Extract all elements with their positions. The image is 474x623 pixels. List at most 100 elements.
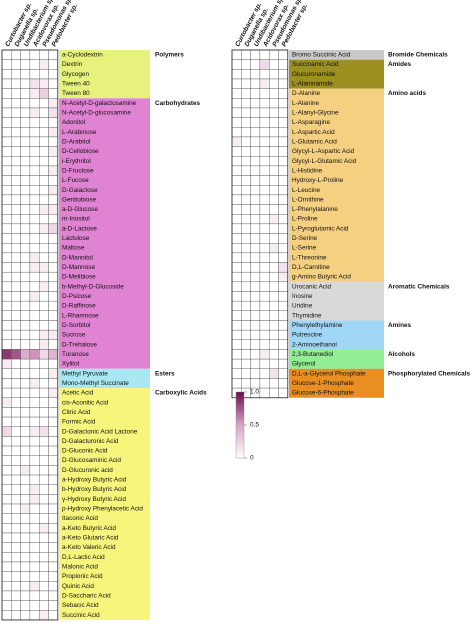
colorbar-tick-label: 0 (250, 455, 254, 462)
heat-cell (241, 127, 251, 138)
heat-cell (48, 59, 59, 70)
heat-cell (1, 503, 12, 514)
heat-cell (29, 387, 40, 398)
heat-cell (29, 98, 40, 109)
heat-cell (250, 233, 261, 244)
heat-cell (48, 175, 59, 186)
heat-cell (39, 397, 49, 408)
heat-cell (39, 465, 49, 476)
heat-cell (20, 252, 31, 263)
heat-cell (48, 436, 59, 447)
group-label: Alcohols (388, 351, 415, 358)
row-label: a-Hydroxy Butyric Acid (62, 477, 127, 484)
row-label: D,L-Lactic Acid (62, 554, 105, 561)
heat-cell (29, 358, 40, 369)
heat-cell (48, 445, 59, 456)
heat-cell (269, 69, 279, 80)
heat-cell (231, 233, 242, 244)
heat-cell (11, 300, 21, 312)
heat-cell (11, 156, 21, 167)
heat-cell (278, 291, 289, 302)
heat-cell (39, 378, 49, 389)
heat-cell (278, 242, 289, 254)
heat-cell (241, 194, 251, 205)
heat-cell (48, 561, 59, 572)
heat-cell (231, 252, 242, 263)
heat-cell (259, 310, 270, 321)
heat-cell (241, 223, 251, 234)
heat-cell (250, 127, 261, 138)
heat-cell (11, 445, 21, 456)
heat-cell (250, 117, 261, 128)
heat-cell (20, 610, 31, 621)
heat-cell (1, 291, 12, 302)
heat-cell (250, 291, 261, 302)
heat-cell (241, 146, 251, 157)
heat-cell (29, 474, 40, 485)
heat-cell (39, 310, 49, 321)
heat-cell (259, 165, 270, 176)
heat-cell (231, 59, 242, 70)
heat-cell (1, 271, 12, 283)
heat-cell (278, 107, 289, 118)
heat-cell (29, 552, 40, 563)
heat-cell (29, 233, 40, 244)
heat-cell (29, 59, 40, 70)
row-label: Glucuronamide (292, 71, 336, 78)
heat-cell (11, 503, 21, 514)
heat-cell (11, 214, 21, 225)
heat-cell (11, 581, 21, 592)
heat-cell (11, 532, 21, 543)
heat-cell (39, 156, 49, 167)
heat-cell (29, 252, 40, 263)
heat-cell (29, 223, 40, 234)
heat-cell (20, 107, 31, 118)
heat-cell (259, 252, 270, 263)
heat-cell (1, 88, 12, 99)
heat-cell (20, 223, 31, 234)
heat-cell (231, 88, 242, 99)
row-label: L-Glutamic Acid (292, 138, 337, 145)
heat-cell (39, 107, 49, 118)
heat-cell (278, 204, 289, 215)
heat-cell (269, 281, 279, 292)
row-label: Mono-Methyl Succinate (62, 380, 129, 387)
heat-cell (1, 78, 12, 89)
heat-cell (269, 349, 279, 360)
heat-cell (11, 378, 21, 389)
row-label: Glycyl-L-Glutamic Acid (292, 158, 357, 165)
heat-cell (39, 503, 49, 514)
heat-cell (259, 223, 270, 234)
heat-cell (259, 368, 270, 379)
heat-cell (269, 378, 279, 389)
heat-cell (1, 233, 12, 244)
row-label: b-Hydroxy Butyric Acid (62, 486, 127, 493)
heat-cell (259, 281, 270, 292)
row-label: Bromo Succinic Acid (292, 52, 351, 59)
heat-cell (39, 117, 49, 128)
heat-cell (241, 281, 251, 292)
heat-cell (278, 233, 289, 244)
heat-cell (39, 368, 49, 379)
heat-cell (269, 156, 279, 167)
row-label: D-Alanine (292, 90, 321, 97)
heat-cell (241, 165, 251, 176)
heat-cell (11, 194, 21, 205)
heat-cell (1, 320, 12, 331)
heat-cell (48, 329, 59, 341)
heat-cell (20, 358, 31, 369)
heat-cell (39, 88, 49, 99)
row-label: N-Acetyl-D-galactosamine (62, 100, 137, 107)
heat-cell (11, 175, 21, 186)
heat-cell (39, 436, 49, 447)
heat-cell (250, 262, 261, 273)
heat-cell (20, 136, 31, 147)
heat-cell (259, 69, 270, 80)
heat-cell (39, 49, 49, 60)
row-label: D,L-Carnitine (292, 264, 330, 271)
heat-cell (1, 242, 12, 254)
heat-cell (259, 358, 270, 369)
heat-cell (269, 204, 279, 215)
heat-cell (241, 368, 251, 379)
heat-cell (11, 185, 21, 196)
